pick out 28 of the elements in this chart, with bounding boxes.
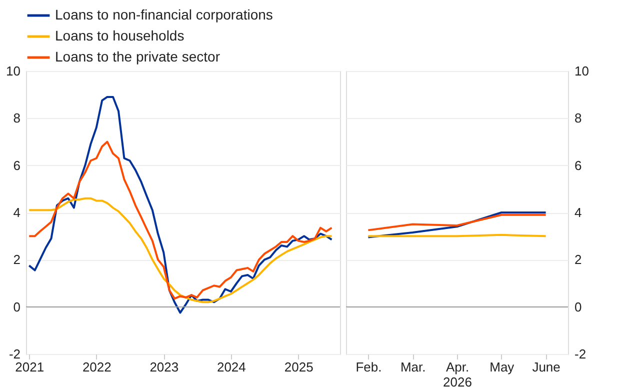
y-tick-label: -2 — [574, 346, 586, 362]
y-tick-label: 8 — [574, 110, 582, 126]
x-tick-label: 2025 — [284, 360, 314, 374]
y-tick-label: 2 — [574, 252, 582, 268]
y-tick-label: 8 — [13, 110, 20, 126]
y-tick-label: -2 — [8, 346, 20, 362]
x-tick-label: June — [532, 360, 560, 374]
x-tick-label: Apr. — [446, 360, 470, 374]
x-tick-label: 2024 — [216, 360, 246, 374]
legend-label: Loans to the private sector — [55, 48, 220, 64]
x-tick-label: 2021 — [15, 360, 44, 374]
y-tick-label: 4 — [13, 205, 20, 220]
x-tick-label: Mar. — [400, 360, 426, 374]
x-tick-label: 2023 — [150, 360, 179, 374]
y-tick-label: 2 — [13, 252, 20, 268]
legend-label: Loans to non-financial corporations — [55, 6, 273, 22]
x-tick-label: May — [490, 360, 515, 374]
x-axis-title: 2026 — [443, 374, 472, 387]
y-tick-label: 10 — [6, 64, 20, 78]
y-tick-label: 0 — [13, 299, 20, 314]
x-tick-label: 2022 — [82, 360, 112, 374]
x-tick-label: Feb. — [356, 360, 382, 374]
y-tick-label: 6 — [13, 158, 20, 173]
legend-label: Loans to households — [55, 28, 184, 44]
y-tick-label: 0 — [574, 299, 582, 314]
y-tick-label: 6 — [574, 158, 582, 173]
y-tick-label: 10 — [574, 64, 589, 78]
y-tick-label: 4 — [574, 205, 582, 220]
